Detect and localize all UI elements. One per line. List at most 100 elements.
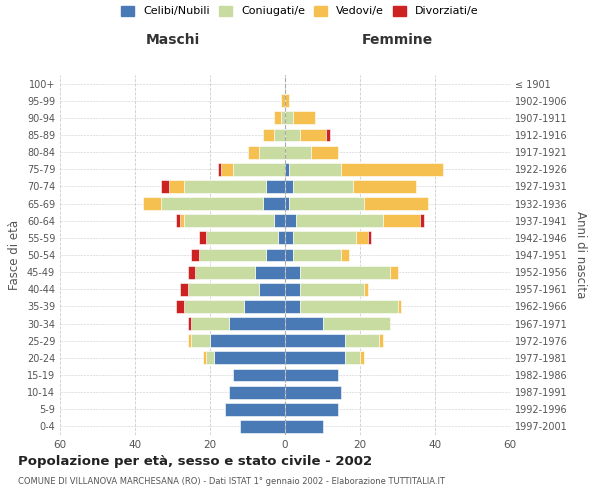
- Bar: [225, 403, 285, 415]
- Bar: [229, 386, 285, 398]
- Bar: [293, 180, 353, 193]
- Bar: [364, 283, 367, 296]
- Bar: [390, 266, 398, 278]
- Bar: [184, 300, 244, 313]
- Bar: [285, 368, 337, 382]
- Bar: [300, 266, 390, 278]
- Bar: [285, 146, 311, 158]
- Bar: [206, 352, 214, 364]
- Bar: [187, 266, 195, 278]
- Bar: [300, 283, 364, 296]
- Bar: [206, 232, 277, 244]
- Bar: [293, 248, 341, 262]
- Bar: [326, 128, 330, 141]
- Bar: [285, 317, 323, 330]
- Bar: [281, 94, 285, 107]
- Bar: [345, 352, 360, 364]
- Bar: [221, 163, 233, 175]
- Bar: [364, 197, 427, 210]
- Bar: [263, 128, 274, 141]
- Bar: [191, 248, 199, 262]
- Bar: [277, 232, 285, 244]
- Bar: [199, 232, 206, 244]
- Bar: [367, 232, 371, 244]
- Bar: [360, 352, 364, 364]
- Bar: [274, 112, 281, 124]
- Bar: [161, 180, 169, 193]
- Text: Femmine: Femmine: [362, 34, 433, 48]
- Bar: [285, 180, 293, 193]
- Bar: [285, 386, 341, 398]
- Bar: [199, 248, 266, 262]
- Y-axis label: Fasce di età: Fasce di età: [8, 220, 21, 290]
- Bar: [184, 214, 274, 227]
- Bar: [233, 163, 285, 175]
- Bar: [210, 334, 285, 347]
- Bar: [259, 146, 285, 158]
- Bar: [274, 214, 285, 227]
- Bar: [345, 334, 379, 347]
- Bar: [289, 197, 364, 210]
- Bar: [285, 197, 289, 210]
- Bar: [259, 283, 285, 296]
- Bar: [296, 214, 383, 227]
- Bar: [341, 163, 443, 175]
- Bar: [180, 214, 184, 227]
- Bar: [293, 232, 356, 244]
- Bar: [176, 214, 180, 227]
- Bar: [233, 368, 285, 382]
- Bar: [266, 248, 285, 262]
- Bar: [293, 112, 315, 124]
- Legend: Celibi/Nubili, Coniugati/e, Vedovi/e, Divorziati/e: Celibi/Nubili, Coniugati/e, Vedovi/e, Di…: [121, 6, 479, 16]
- Bar: [191, 317, 229, 330]
- Text: Popolazione per età, sesso e stato civile - 2002: Popolazione per età, sesso e stato civil…: [18, 455, 372, 468]
- Bar: [244, 300, 285, 313]
- Bar: [266, 180, 285, 193]
- Bar: [323, 317, 390, 330]
- Bar: [285, 266, 300, 278]
- Bar: [285, 300, 300, 313]
- Bar: [420, 214, 424, 227]
- Bar: [214, 352, 285, 364]
- Bar: [300, 300, 398, 313]
- Text: Maschi: Maschi: [145, 34, 200, 48]
- Bar: [240, 420, 285, 433]
- Text: COMUNE DI VILLANOVA MARCHESANA (RO) - Dati ISTAT 1° gennaio 2002 - Elaborazione : COMUNE DI VILLANOVA MARCHESANA (RO) - Da…: [18, 478, 445, 486]
- Bar: [289, 163, 341, 175]
- Bar: [187, 334, 191, 347]
- Bar: [285, 283, 300, 296]
- Bar: [285, 248, 293, 262]
- Y-axis label: Anni di nascita: Anni di nascita: [574, 212, 587, 298]
- Bar: [180, 283, 187, 296]
- Bar: [187, 317, 191, 330]
- Bar: [274, 128, 285, 141]
- Bar: [285, 420, 323, 433]
- Bar: [341, 248, 349, 262]
- Bar: [187, 283, 259, 296]
- Bar: [195, 266, 255, 278]
- Bar: [311, 146, 337, 158]
- Bar: [285, 128, 300, 141]
- Bar: [169, 180, 184, 193]
- Bar: [379, 334, 383, 347]
- Bar: [229, 317, 285, 330]
- Bar: [203, 352, 206, 364]
- Bar: [353, 180, 416, 193]
- Bar: [161, 197, 263, 210]
- Bar: [285, 94, 289, 107]
- Bar: [285, 352, 345, 364]
- Bar: [263, 197, 285, 210]
- Bar: [191, 334, 210, 347]
- Bar: [176, 300, 184, 313]
- Bar: [281, 112, 285, 124]
- Bar: [184, 180, 266, 193]
- Bar: [248, 146, 259, 158]
- Bar: [398, 300, 401, 313]
- Bar: [285, 403, 337, 415]
- Bar: [285, 214, 296, 227]
- Bar: [383, 214, 420, 227]
- Bar: [143, 197, 161, 210]
- Bar: [255, 266, 285, 278]
- Bar: [300, 128, 326, 141]
- Bar: [285, 163, 289, 175]
